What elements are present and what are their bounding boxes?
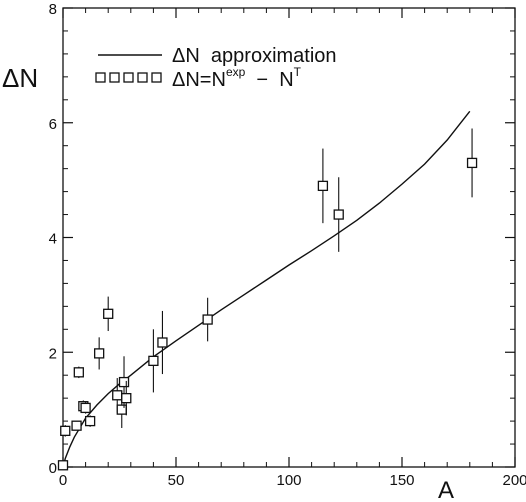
data-point-marker (202, 314, 213, 325)
legend-square-marker (137, 72, 148, 83)
data-point (60, 425, 71, 437)
x-tick-label: 200 (502, 472, 526, 489)
data-point (71, 420, 82, 431)
data-point-marker (71, 420, 82, 431)
data-point-marker (317, 180, 329, 192)
data-point (333, 177, 344, 252)
x-tick-label: 0 (59, 472, 67, 489)
data-point-marker (118, 376, 130, 388)
data-point (157, 310, 168, 375)
y-tick-label: 0 (49, 460, 57, 477)
x-tick-label: 50 (168, 472, 185, 489)
data-point (466, 128, 478, 198)
experimental-points (57, 128, 478, 471)
data-point-marker (112, 390, 123, 401)
legend-square-label: ΔN=Nexp − NT (172, 65, 302, 91)
x-axis-label: A (438, 477, 454, 502)
y-tick-label: 4 (49, 231, 57, 248)
legend-line-label: ΔN approximation (172, 45, 337, 67)
data-point (80, 402, 91, 414)
y-tick-label: 2 (49, 345, 57, 362)
y-tick-label: 8 (49, 1, 57, 18)
data-point (121, 380, 132, 416)
legend-square-label-sup-exp: exp (226, 65, 246, 79)
data-point-marker (84, 415, 96, 427)
data-point-marker (73, 367, 84, 378)
legend-square-marker (109, 72, 120, 83)
data-point (202, 297, 213, 342)
data-point-marker (60, 425, 71, 437)
data-point-marker (80, 402, 91, 414)
legend-square-label-mid: − N (245, 69, 293, 91)
data-point (73, 366, 84, 379)
data-point-marker (466, 157, 478, 169)
data-point (57, 460, 69, 471)
data-point-marker (103, 308, 114, 319)
legend-square-marker (123, 72, 134, 83)
legend-square-marker (95, 72, 106, 83)
legend: ΔN approximation ΔN=Nexp − NT (95, 45, 337, 91)
legend-square-swatch (95, 72, 162, 83)
x-axis-ticks: 0 50 100 150 200 (59, 8, 526, 489)
data-point (317, 148, 329, 224)
legend-square-label-main: ΔN=N (172, 69, 226, 91)
y-axis-label: ΔN (2, 63, 38, 93)
data-point (148, 329, 159, 393)
x-tick-label: 100 (276, 472, 301, 489)
data-point-marker (116, 404, 127, 415)
y-tick-label: 6 (49, 116, 57, 133)
data-point-marker (333, 209, 344, 220)
x-tick-label: 150 (389, 472, 414, 489)
data-point (84, 415, 96, 427)
data-point-marker (148, 355, 159, 367)
data-point-marker (94, 348, 105, 359)
data-point (94, 337, 105, 370)
data-point (103, 296, 114, 332)
legend-square-marker (151, 72, 162, 83)
data-point-marker (57, 460, 69, 471)
data-point-marker (157, 337, 168, 348)
data-point-marker (121, 392, 132, 404)
legend-square-label-sup-t: T (294, 65, 302, 79)
